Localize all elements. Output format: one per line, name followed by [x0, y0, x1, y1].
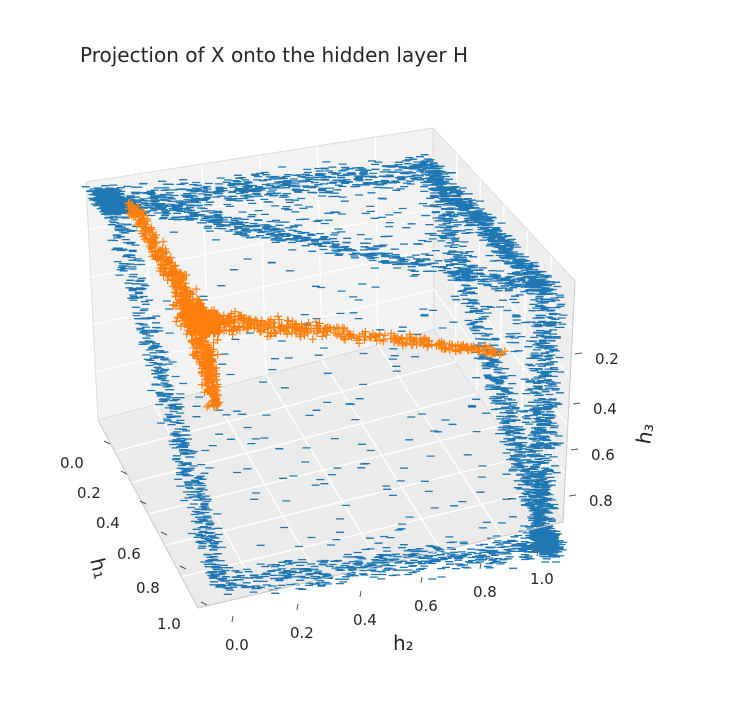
x-tick-mark [139, 500, 147, 505]
x-tick-label: 0.0 [60, 454, 84, 472]
grid-back-v [374, 136, 379, 346]
z-tick-label: 0.6 [591, 446, 615, 464]
y-tick-mark [479, 562, 482, 570]
x-tick-label: 1.0 [157, 615, 181, 633]
z-axis-line [562, 280, 576, 523]
y-tick-mark [536, 549, 539, 557]
z-tick-mark [572, 402, 581, 405]
tick-labels: 0.0 0.2 0.4 0.6 0.8 1.0 0.0 0.2 0.4 0.6 0.8 1.0 0.2 0… [60, 350, 619, 654]
y-tick-mark [231, 615, 234, 623]
y-tick-mark [296, 603, 299, 611]
y-axis-label: h₂ [393, 631, 414, 655]
z-tick-mark [568, 494, 577, 497]
y-tick-mark [359, 590, 362, 598]
grid-floor-v [321, 359, 442, 552]
x-tick-mark [179, 565, 187, 570]
x-tick-mark [103, 440, 111, 445]
grid-floor-v [377, 344, 503, 537]
x-tick-label: 0.6 [117, 545, 141, 563]
series-blue-markers [81, 154, 568, 595]
z-axis-label: h₃ [631, 421, 658, 446]
z-tick-label: 0.2 [595, 350, 619, 368]
orange-markers [124, 198, 509, 411]
z-tick-label: 0.4 [593, 400, 617, 418]
y-tick-label: 0.6 [414, 597, 438, 615]
y-axis-line [197, 521, 564, 609]
x-tick-label: 0.8 [136, 579, 160, 597]
z-tick-label: 0.8 [589, 492, 613, 510]
y-tick-label: 0.2 [290, 624, 314, 642]
x-axis-line [97, 419, 199, 609]
x-tick-label: 0.4 [96, 514, 120, 532]
grid-floor-v [209, 389, 321, 580]
grid-floor-v [265, 374, 382, 566]
grid-back-v [316, 145, 323, 361]
y-tick-label: 1.0 [530, 570, 554, 588]
x-tick-mark [200, 601, 208, 606]
z-tick-mark [574, 352, 583, 355]
x-axis-label: h₁ [85, 555, 113, 581]
chart-title: Projection of X onto the hidden layer H [80, 43, 469, 67]
y-tick-mark [420, 576, 423, 584]
series-orange-markers [124, 198, 509, 411]
grid-back-v [258, 154, 267, 376]
y-tick-label: 0.4 [353, 611, 377, 629]
axis-lines [97, 280, 576, 609]
blue-markers [81, 154, 568, 595]
x-tick-mark [160, 531, 168, 536]
y-tick-label: 0.0 [225, 636, 249, 654]
x-tick-mark [120, 470, 128, 475]
x-tick-label: 0.2 [77, 484, 101, 502]
y-tick-label: 0.8 [473, 583, 497, 601]
z-tick-mark [570, 448, 579, 451]
